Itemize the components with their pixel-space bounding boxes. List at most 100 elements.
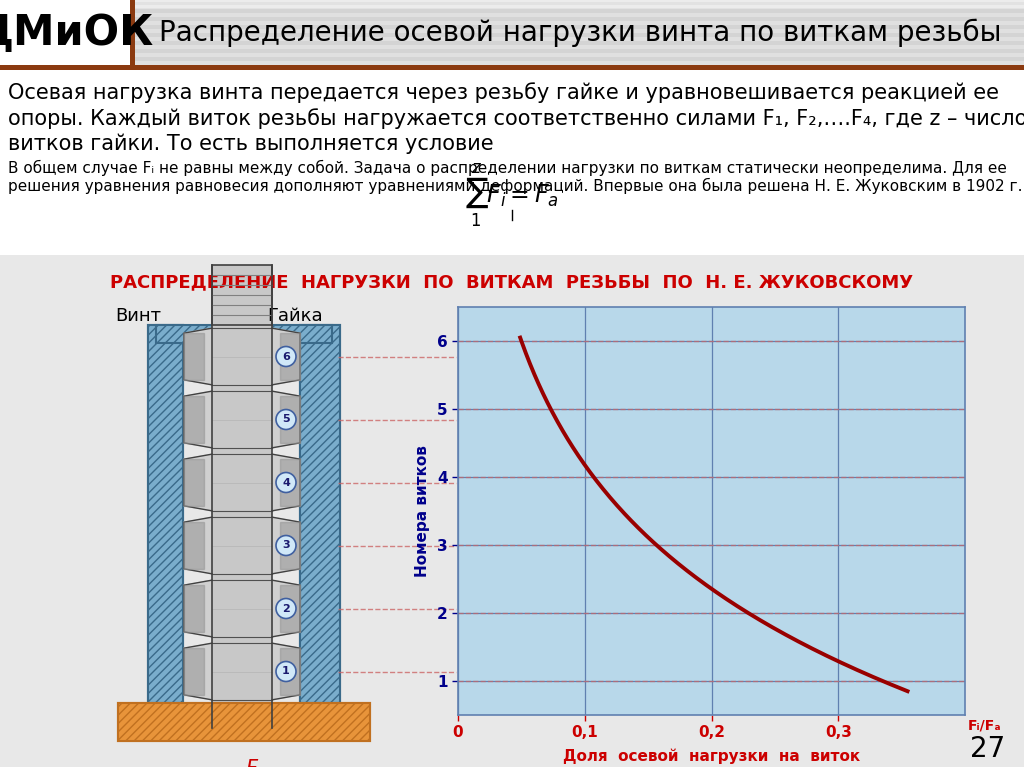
Bar (0, 347, 1024, 350)
Bar (0, 53, 1024, 56)
Bar (0, 215, 1024, 218)
Bar (0, 599, 1024, 602)
Bar (0, 281, 1024, 284)
Bar (0, 518, 1024, 521)
Bar (0, 320, 1024, 323)
Bar (0, 662, 1024, 665)
Text: Винт: Винт (115, 307, 161, 325)
Text: РАСПРЕДЕЛЕНИЕ  НАГРУЗКИ  ПО  ВИТКАМ  РЕЗЬБЫ  ПО  Н. Е. ЖУКОВСКОМУ: РАСПРЕДЕЛЕНИЕ НАГРУЗКИ ПО ВИТКАМ РЕЗЬБЫ … (111, 273, 913, 291)
Bar (0, 461, 1024, 464)
Bar (0, 89, 1024, 92)
Bar (0, 68, 1024, 71)
Bar (0, 566, 1024, 569)
Y-axis label: Номера витков: Номера витков (415, 445, 430, 577)
Text: Распределение осевой нагрузки винта по виткам резьбы: Распределение осевой нагрузки винта по в… (159, 18, 1001, 47)
Bar (0, 59, 1024, 62)
Bar (0, 53, 1024, 57)
Bar (0, 353, 1024, 356)
Bar (0, 755, 1024, 758)
Bar (0, 602, 1024, 605)
Polygon shape (184, 396, 204, 443)
Bar (0, 506, 1024, 509)
Bar (0, 710, 1024, 713)
Bar (0, 104, 1024, 107)
Bar (0, 255, 1024, 767)
Polygon shape (272, 644, 300, 700)
Bar (0, 704, 1024, 707)
Bar (0, 47, 1024, 50)
Bar (0, 29, 1024, 33)
Bar (0, 575, 1024, 578)
Bar (0, 392, 1024, 395)
Text: 27: 27 (971, 735, 1006, 763)
Polygon shape (184, 585, 204, 632)
Bar (0, 713, 1024, 716)
Bar (0, 758, 1024, 761)
Bar (0, 623, 1024, 626)
Bar (0, 692, 1024, 695)
Bar (0, 425, 1024, 428)
Bar (0, 527, 1024, 530)
Bar (0, 371, 1024, 374)
Bar (0, 434, 1024, 437)
Bar (0, 14, 1024, 17)
Bar (0, 61, 1024, 65)
Circle shape (276, 661, 296, 682)
Bar (300, 325, 340, 703)
Bar (0, 158, 1024, 161)
Bar (0, 227, 1024, 230)
Bar (0, 377, 1024, 380)
Bar (0, 11, 1024, 14)
Bar (0, 71, 1024, 74)
Bar (0, 86, 1024, 89)
Bar (0, 21, 1024, 25)
Bar (0, 488, 1024, 491)
Bar (0, 464, 1024, 467)
Bar (0, 125, 1024, 128)
Bar (0, 689, 1024, 692)
Bar (0, 584, 1024, 587)
Text: 4: 4 (282, 478, 290, 488)
Text: $F_a$: $F_a$ (245, 757, 267, 767)
Text: $\sum_{1}^{z}F_i=F_a$: $\sum_{1}^{z}F_i=F_a$ (465, 161, 559, 229)
Text: Fᵢ/Fₐ: Fᵢ/Fₐ (968, 719, 1001, 732)
Bar (0, 101, 1024, 104)
Bar (0, 194, 1024, 197)
Bar (0, 509, 1024, 512)
Bar (0, 236, 1024, 239)
Bar (300, 325, 340, 703)
Polygon shape (184, 333, 204, 380)
Bar (0, 113, 1024, 116)
Bar (0, 386, 1024, 389)
Bar (0, 8, 1024, 11)
Bar (0, 485, 1024, 488)
Bar (0, 248, 1024, 251)
Bar (0, 98, 1024, 101)
Bar (0, 515, 1024, 518)
Polygon shape (184, 522, 204, 569)
Bar (0, 725, 1024, 728)
Bar (0, 365, 1024, 368)
Bar (0, 470, 1024, 473)
Text: 5: 5 (283, 414, 290, 424)
Bar (0, 362, 1024, 365)
Polygon shape (184, 644, 212, 700)
Bar (0, 95, 1024, 98)
Bar (0, 161, 1024, 164)
Circle shape (276, 535, 296, 555)
Bar (0, 416, 1024, 419)
Bar (0, 608, 1024, 611)
Bar (0, 401, 1024, 404)
Bar (0, 422, 1024, 425)
Bar (0, 137, 1024, 140)
Bar (0, 596, 1024, 599)
Bar (0, 323, 1024, 326)
Bar (0, 74, 1024, 77)
Polygon shape (272, 328, 300, 385)
Polygon shape (184, 580, 212, 637)
Bar (0, 200, 1024, 203)
Bar (0, 728, 1024, 731)
Bar (0, 593, 1024, 596)
Text: 3: 3 (283, 541, 290, 551)
Bar (0, 635, 1024, 638)
